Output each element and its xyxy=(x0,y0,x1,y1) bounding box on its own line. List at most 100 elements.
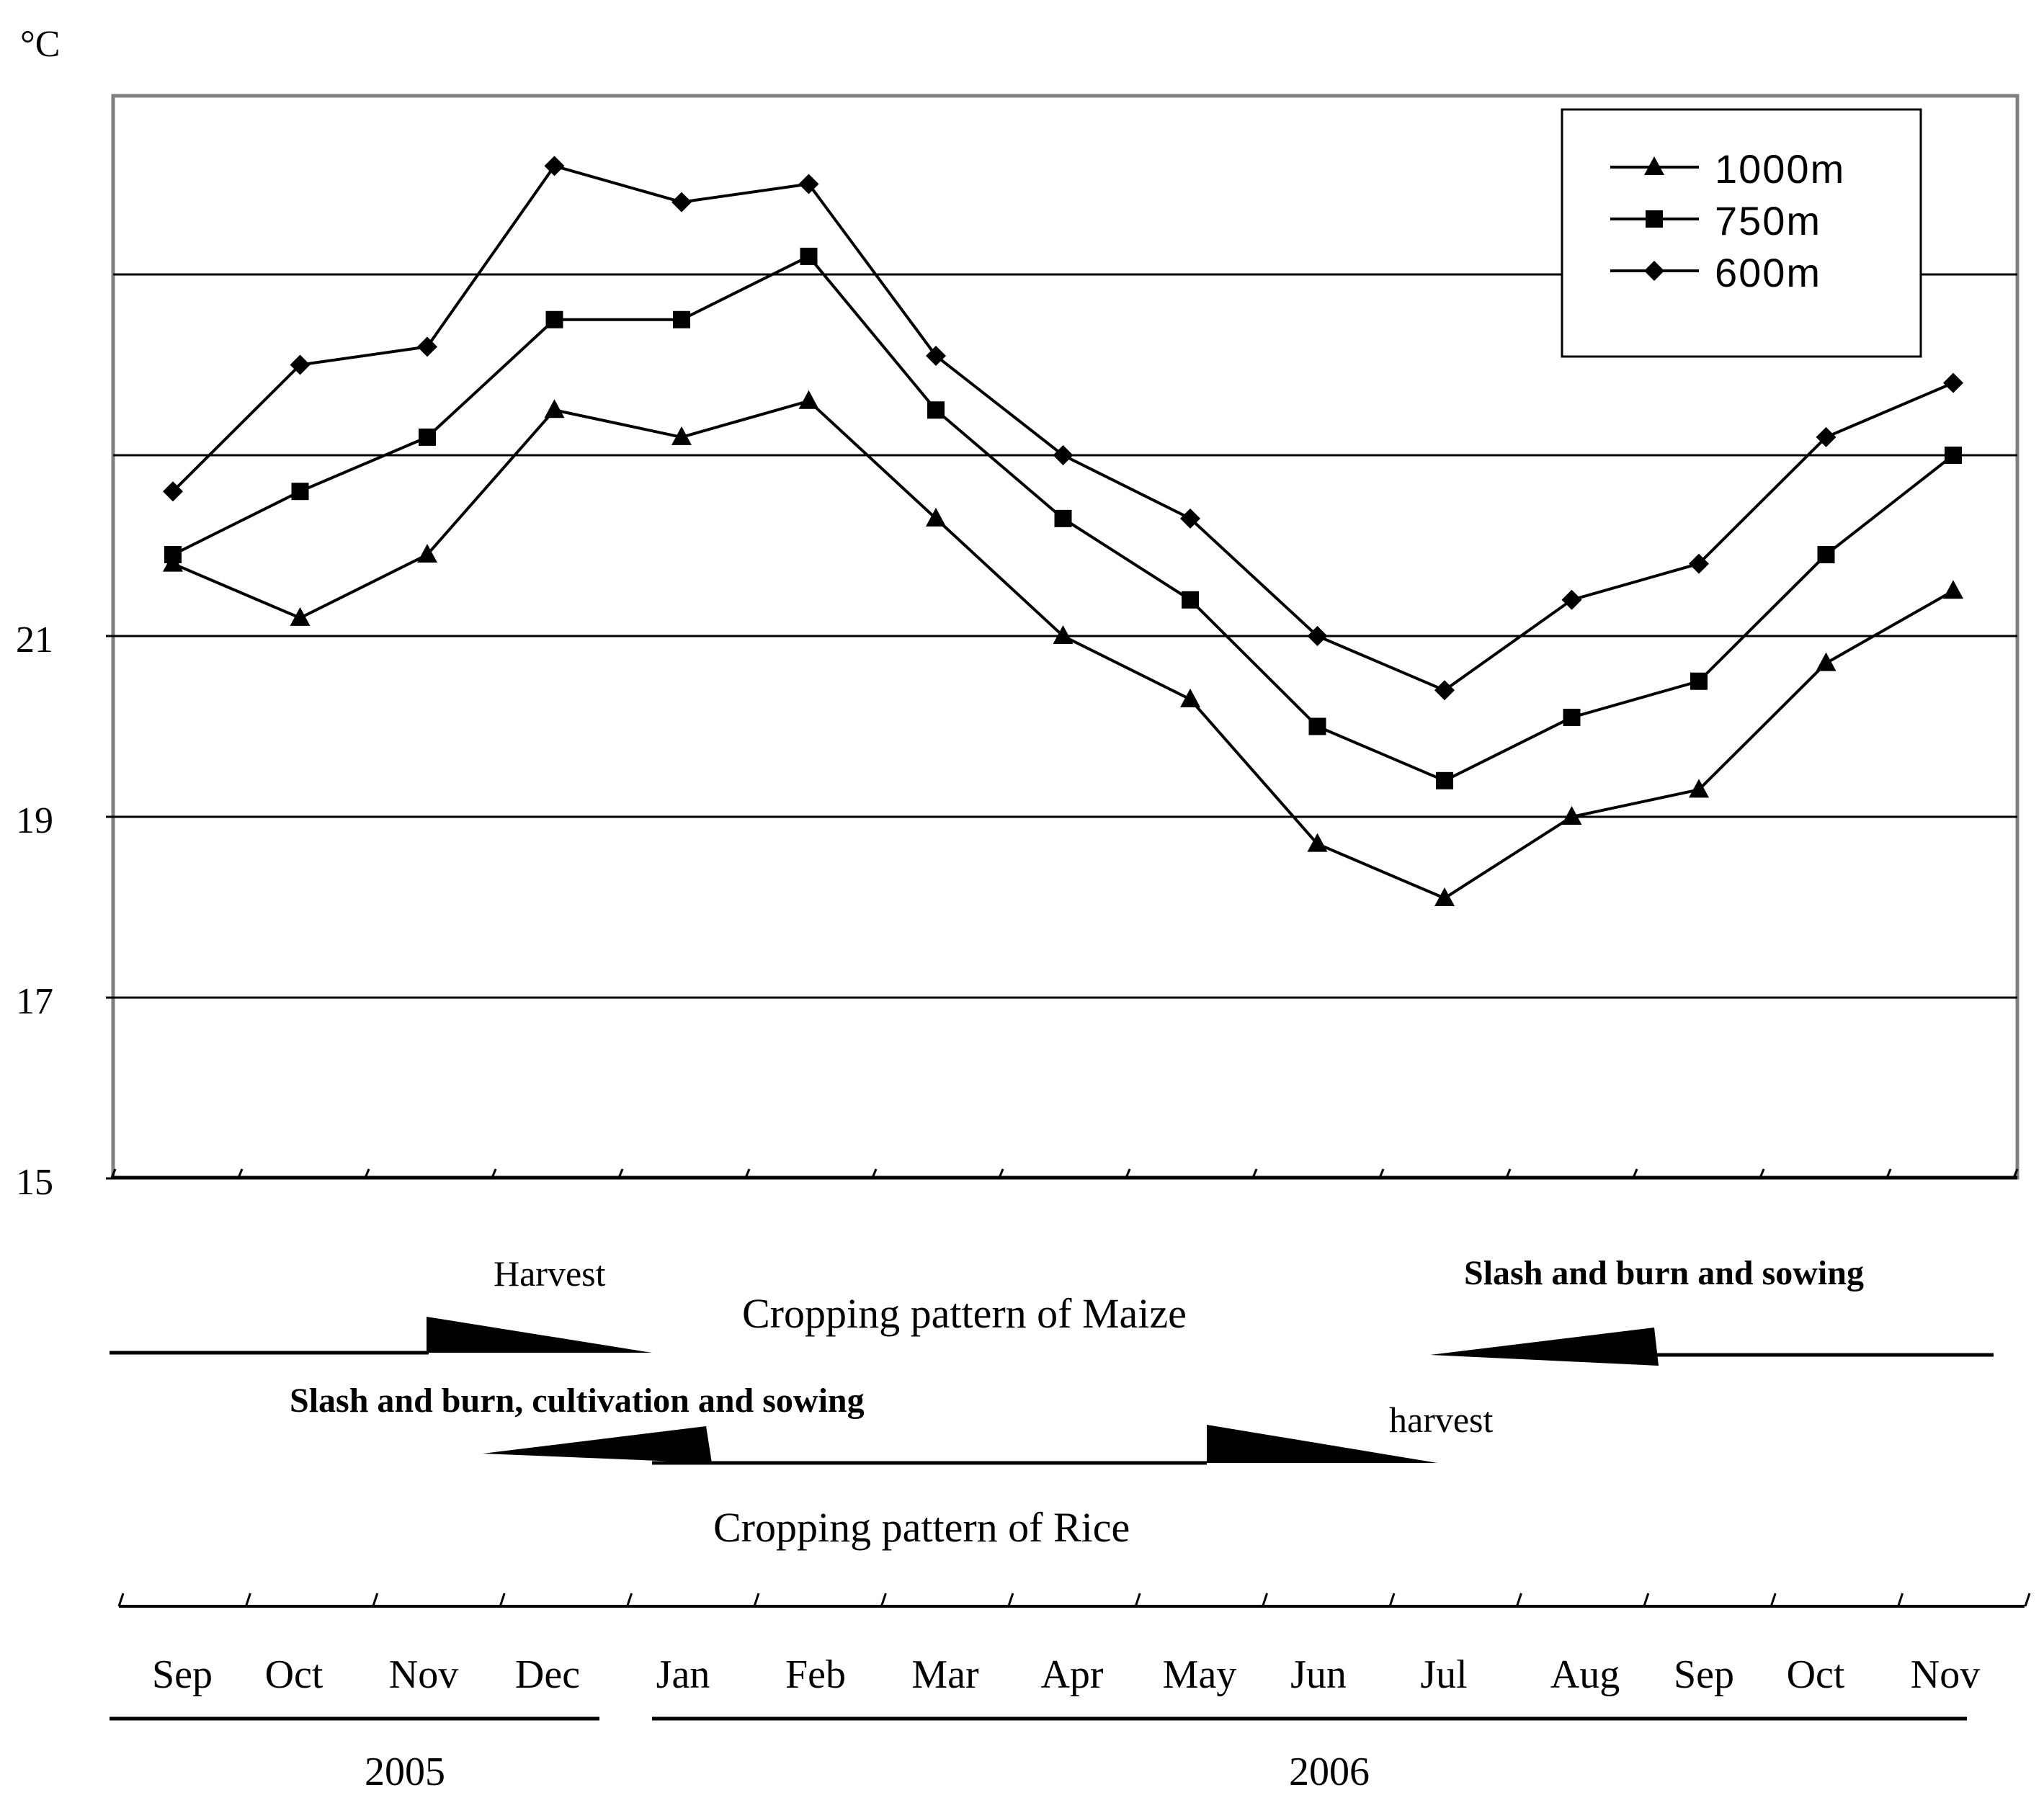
legend-item-600m: 600m xyxy=(1610,250,1821,295)
data-point-600m xyxy=(290,354,311,375)
data-point-600m xyxy=(1561,589,1582,610)
legend-swatch-marker xyxy=(1644,261,1664,281)
data-point-1000m xyxy=(544,399,565,418)
data-point-600m xyxy=(1816,426,1837,447)
x-tick xyxy=(998,1168,1004,1178)
data-point-600m xyxy=(1689,553,1709,574)
x-tick xyxy=(2012,1168,2019,1178)
month-tick xyxy=(499,1593,506,1607)
data-point-750m xyxy=(1817,546,1835,564)
rice-harvest-label: harvest xyxy=(1389,1400,1493,1440)
y-unit-label: °C xyxy=(20,24,60,65)
data-point-600m xyxy=(1053,445,1074,465)
month-tick xyxy=(1897,1593,1904,1607)
legend: 1000m 750m 600m xyxy=(1561,108,1922,358)
month-tick xyxy=(117,1593,125,1607)
series-layer xyxy=(163,156,1963,906)
data-point-1000m xyxy=(1561,806,1582,825)
month-tick xyxy=(1134,1593,1141,1607)
x-tick xyxy=(1885,1168,1892,1178)
year-axis: 2005 2006 xyxy=(110,1716,1967,1794)
data-point-750m xyxy=(1308,717,1326,735)
month-tick xyxy=(1262,1593,1269,1607)
year-label-2005: 2005 xyxy=(365,1750,445,1794)
rice-sowing-wedge xyxy=(483,1426,712,1463)
data-point-600m xyxy=(417,336,437,357)
month-label: Oct xyxy=(265,1652,323,1697)
maize-sowing-label: Slash and burn and sowing xyxy=(1464,1254,1864,1292)
legend-label: 600m xyxy=(1715,250,1821,295)
x-tick xyxy=(744,1168,751,1178)
data-point-750m xyxy=(291,483,309,501)
month-label: Feb xyxy=(785,1652,846,1697)
x-tick xyxy=(491,1168,497,1178)
data-point-1000m xyxy=(671,426,692,445)
month-tick xyxy=(626,1593,633,1607)
rice-pattern-title: Cropping pattern of Rice xyxy=(713,1504,1130,1551)
data-point-750m xyxy=(800,247,818,265)
data-point-600m xyxy=(1943,372,1963,393)
month-label: Jun xyxy=(1290,1652,1347,1697)
maize-sowing-wedge xyxy=(1430,1328,1659,1366)
data-point-1000m xyxy=(926,507,946,527)
data-point-750m xyxy=(927,401,945,419)
data-point-600m xyxy=(798,174,819,194)
data-point-1000m xyxy=(1053,625,1074,644)
data-point-1000m xyxy=(1943,580,1963,599)
data-point-1000m xyxy=(1816,652,1837,671)
series-600m xyxy=(163,156,1963,701)
month-label: Sep xyxy=(152,1652,213,1697)
x-tick xyxy=(1378,1168,1385,1178)
data-point-1000m xyxy=(1689,779,1709,798)
month-tick xyxy=(753,1593,760,1607)
month-label: Apr xyxy=(1040,1652,1103,1697)
month-tick xyxy=(2024,1593,2031,1607)
month-tick xyxy=(1515,1593,1522,1607)
x-tick xyxy=(364,1168,370,1178)
x-tick xyxy=(617,1168,624,1178)
x-tick xyxy=(237,1168,244,1178)
data-point-750m xyxy=(1182,591,1199,609)
year-label-2006: 2006 xyxy=(1289,1750,1370,1794)
month-label: May xyxy=(1163,1652,1237,1697)
month-tick xyxy=(880,1593,887,1607)
month-label: Nov xyxy=(1911,1652,1980,1697)
data-point-750m xyxy=(419,428,436,446)
data-point-1000m xyxy=(798,390,819,409)
maize-pattern-title: Cropping pattern of Maize xyxy=(742,1290,1187,1337)
x-tick xyxy=(1125,1168,1131,1178)
data-point-600m xyxy=(1180,508,1200,529)
data-point-1000m xyxy=(290,606,311,626)
x-tick xyxy=(871,1168,878,1178)
month-label: Jan xyxy=(656,1652,710,1697)
y-axis: 15 17 19 21 xyxy=(16,619,113,1203)
month-tick xyxy=(372,1593,379,1607)
data-point-750m xyxy=(164,546,182,564)
maize-cropping-pattern: Harvest Cropping pattern of Maize Slash … xyxy=(110,1253,1994,1366)
data-point-750m xyxy=(1563,708,1581,726)
data-point-600m xyxy=(926,345,946,366)
data-point-750m xyxy=(545,310,563,328)
y-tick-label: 15 xyxy=(16,1162,53,1203)
legend-item-1000m: 1000m xyxy=(1610,146,1845,192)
month-label: Nov xyxy=(389,1652,458,1697)
legend-box xyxy=(1561,108,1922,358)
series-1000m xyxy=(163,390,1963,906)
y-tick-label: 21 xyxy=(16,619,53,661)
month-axis: Sep Oct Nov Dec Jan Feb Mar Apr May Jun Jul Aug Sep O… xyxy=(117,1593,2031,1697)
month-label: Oct xyxy=(1787,1652,1845,1697)
rice-harvest-wedge xyxy=(1207,1425,1437,1463)
data-point-750m xyxy=(1054,509,1072,527)
month-tick xyxy=(1388,1593,1396,1607)
legend-item-750m: 750m xyxy=(1610,198,1820,243)
data-point-600m xyxy=(544,156,565,176)
x-tick xyxy=(1251,1168,1258,1178)
x-tick xyxy=(1759,1168,1765,1178)
legend-swatch-marker xyxy=(1646,210,1663,228)
legend-label: 1000m xyxy=(1715,146,1845,192)
data-point-600m xyxy=(1307,626,1328,646)
month-tick xyxy=(1007,1593,1014,1607)
data-point-1000m xyxy=(1307,833,1328,852)
data-point-750m xyxy=(1436,771,1453,789)
data-point-750m xyxy=(1945,447,1962,464)
